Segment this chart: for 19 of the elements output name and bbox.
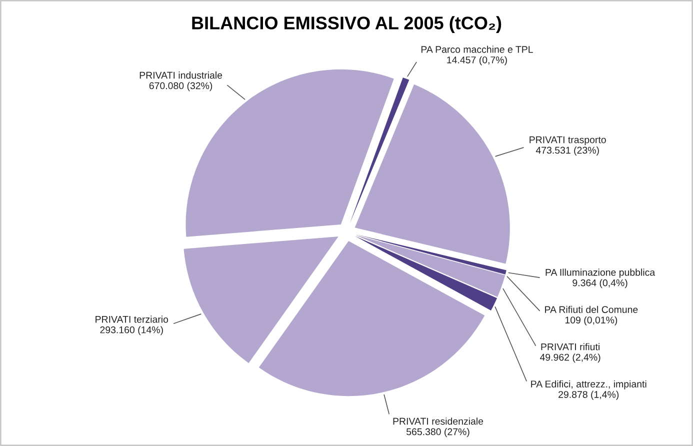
data-label: 14.457 (0,7%) xyxy=(447,56,507,66)
data-label: 293.160 (14%) xyxy=(100,326,163,336)
data-label: 9.364 (0,4%) xyxy=(572,279,628,288)
data-label: 670.080 (32%) xyxy=(149,82,212,92)
slice-label: PRIVATI residenziale xyxy=(393,418,484,425)
slice-label: PRIVATI terziario xyxy=(96,316,168,323)
data-label: 29.878 (1,4%) xyxy=(558,390,619,400)
data-label: 49.962 (2,4%) xyxy=(540,354,600,363)
data-label: 473.531 (23%) xyxy=(536,146,599,156)
data-label: 109 (0,01%) xyxy=(565,316,618,326)
slice-label: PA Edifici, attrezz., impianti xyxy=(531,380,646,390)
slice-label: PRIVATI rifiuti xyxy=(541,343,600,350)
chart-title: BILANCIO EMISSIVO AL 2005 (tCO₂) xyxy=(192,16,502,33)
slice-label: PA Rifiuti del Comune xyxy=(545,306,638,314)
slice-label: PRIVATI industriale xyxy=(140,72,222,79)
slice-label: PRIVATI trasporto xyxy=(530,136,606,146)
slice-label: PA Parco macchine e TPL xyxy=(421,46,533,53)
slice-label: PA Illuminazione pubblica xyxy=(546,268,656,278)
data-label: 565.380 (27%) xyxy=(406,428,470,438)
